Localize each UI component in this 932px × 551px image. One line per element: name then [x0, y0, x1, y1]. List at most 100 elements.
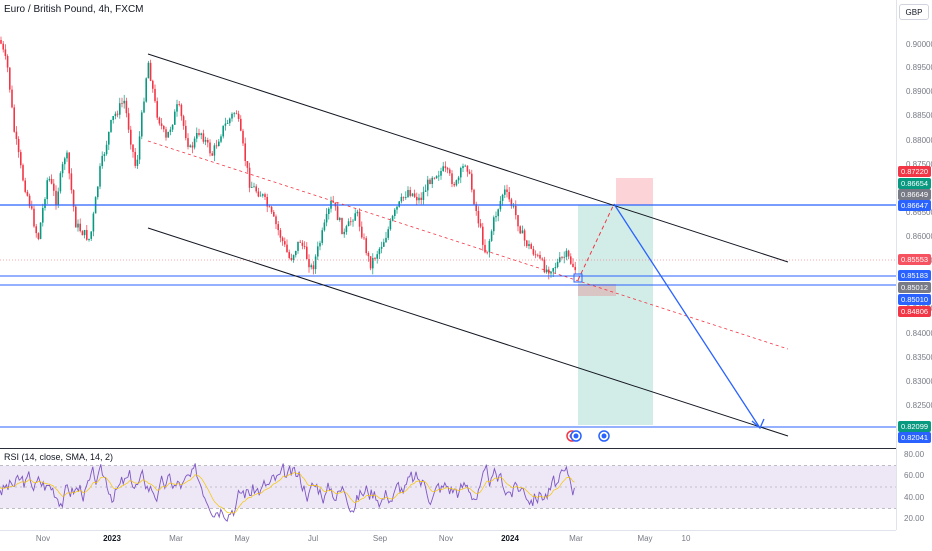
candle-body	[277, 224, 279, 231]
time-tick: Sep	[372, 534, 388, 543]
time-tick: 10	[681, 534, 691, 543]
candle-body	[451, 173, 453, 184]
candle-body	[453, 184, 455, 186]
candle-body	[266, 197, 268, 207]
candle-body	[394, 209, 396, 216]
candle-body	[99, 166, 101, 187]
price-chart[interactable]	[0, 0, 896, 448]
candle-body	[365, 238, 367, 254]
candle-body	[275, 216, 277, 225]
candle-body	[317, 246, 319, 257]
candle-body	[193, 138, 196, 148]
candle-body	[306, 246, 308, 259]
candle-body	[209, 142, 211, 154]
candle-body	[429, 179, 431, 184]
candle-body	[169, 129, 172, 132]
candle-body	[224, 123, 227, 126]
candle-body	[127, 113, 130, 130]
candle-body	[303, 246, 306, 247]
candle-body	[332, 200, 334, 203]
projection-dashed-line	[577, 203, 615, 281]
candle-body	[567, 250, 570, 257]
candle-body	[378, 248, 381, 255]
candle-body	[541, 258, 543, 260]
candle-body	[163, 126, 165, 130]
candle-body	[506, 189, 508, 192]
candle-body	[48, 178, 51, 181]
candle-body	[218, 141, 220, 146]
candle-body	[90, 231, 92, 239]
pane-separator[interactable]	[0, 448, 932, 449]
candle-body	[92, 213, 95, 232]
candle-body	[167, 131, 169, 138]
candle-body	[114, 113, 117, 116]
candle-body	[198, 133, 200, 135]
stop-loss-zone	[616, 178, 653, 205]
price-chart-canvas[interactable]	[0, 0, 896, 448]
candle-body	[475, 204, 477, 211]
candle-body	[0, 40, 2, 44]
rsi-tick: 20.00	[904, 514, 925, 523]
time-tick: Nov	[35, 534, 51, 543]
candle-body	[534, 254, 537, 256]
rsi-pane[interactable]	[0, 449, 896, 529]
candle-body	[242, 130, 244, 144]
candle-body	[376, 254, 378, 259]
price-tag: 0.87220	[898, 166, 931, 177]
candle-body	[77, 223, 79, 228]
candle-body	[281, 237, 284, 242]
candle-body	[207, 140, 209, 143]
candle-body	[372, 258, 374, 269]
candle-body	[510, 199, 513, 206]
candle-body	[154, 88, 156, 102]
candle-body	[532, 248, 535, 255]
event-icon	[573, 433, 579, 439]
candle-body	[237, 113, 240, 119]
candle-body	[9, 67, 11, 90]
candle-body	[416, 196, 418, 201]
candle-body	[215, 145, 218, 147]
rsi-chart-canvas[interactable]	[0, 449, 896, 529]
candle-body	[449, 169, 451, 174]
candle-body	[284, 241, 286, 245]
candle-body	[229, 118, 231, 124]
candle-body	[220, 136, 222, 142]
time-axis[interactable]	[0, 530, 896, 551]
candle-body	[292, 255, 295, 260]
candle-body	[561, 257, 563, 258]
candle-body	[187, 138, 189, 147]
candle-body	[165, 129, 167, 138]
candle-body	[22, 165, 24, 181]
candle-body	[152, 80, 154, 89]
candle-body	[363, 237, 365, 239]
candle-body	[42, 207, 44, 223]
channel-median-line	[147, 140, 789, 350]
currency-button[interactable]: GBP	[899, 4, 929, 20]
take-profit-zone	[578, 205, 653, 425]
candle-body	[11, 89, 13, 108]
candle-body	[110, 120, 112, 132]
candle-body	[400, 196, 403, 202]
candle-body	[235, 113, 238, 115]
projection-line	[613, 203, 761, 429]
candle-body	[457, 177, 460, 181]
candle-body	[358, 211, 361, 227]
event-icon	[601, 433, 607, 439]
candle-body	[191, 145, 194, 148]
candle-body	[257, 191, 260, 197]
candle-body	[556, 261, 559, 268]
candle-body	[565, 250, 568, 257]
candle-body	[13, 107, 15, 132]
candle-body	[387, 229, 389, 238]
candle-body	[352, 220, 354, 222]
candle-body	[427, 179, 429, 191]
candle-body	[521, 230, 524, 234]
candle-body	[211, 153, 213, 156]
